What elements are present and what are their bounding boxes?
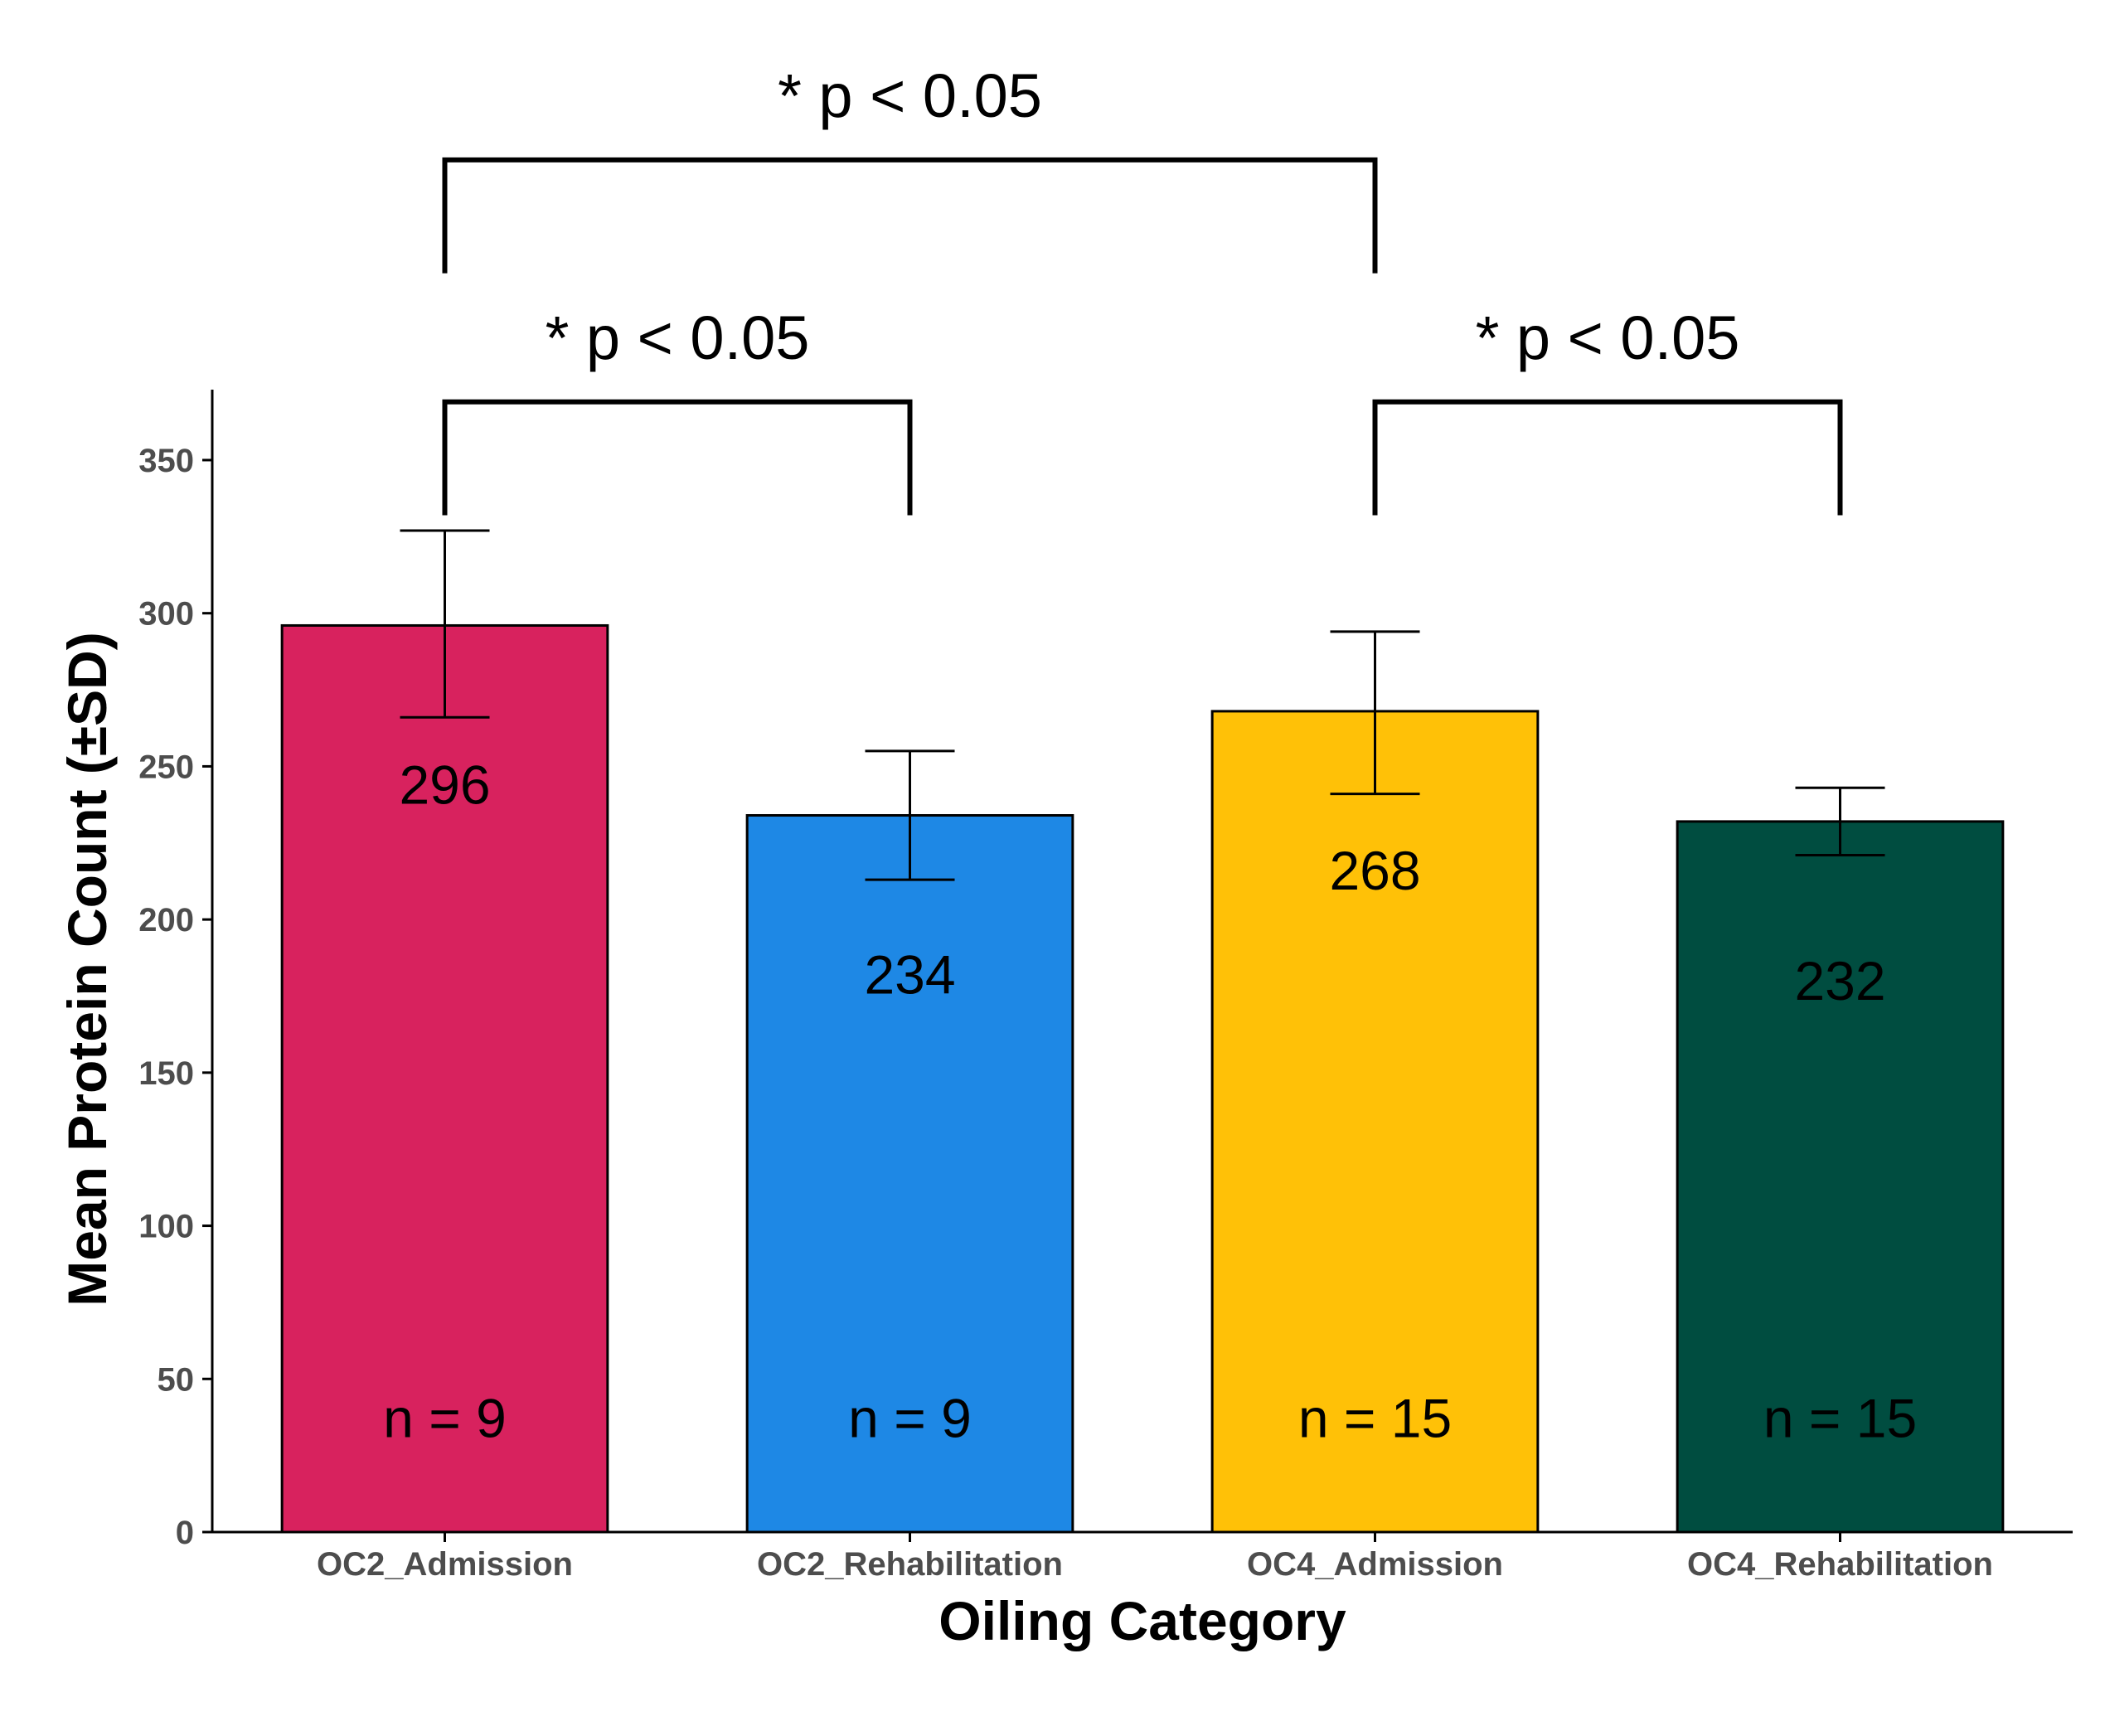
y-tick-label-2: 100: [138, 1209, 194, 1245]
value-label-2: 268: [1329, 840, 1420, 901]
x-ticks-group: OC2_Admission OC2_Rehabilitation OC4_Admis…: [317, 1532, 1993, 1583]
significance-label-0: * p < 0.05: [778, 61, 1042, 130]
y-tick-label-3: 150: [138, 1055, 194, 1092]
n-label-1: n = 9: [848, 1387, 972, 1448]
bar-1: [745, 814, 1074, 1534]
significance-label-2: * p < 0.05: [1476, 303, 1740, 372]
bars-group: 296 n = 9 234 n = 9 268 n = 15 232 n = 15: [280, 623, 2005, 1534]
y-axis-title: Mean Protein Count (±SD): [56, 632, 118, 1307]
significance-bracket-1: [442, 399, 913, 516]
x-axis-title: Oiling Category: [939, 1590, 1346, 1651]
value-label-1: 234: [864, 944, 955, 1006]
significance-label-1: * p < 0.05: [546, 303, 810, 372]
x-tick-label-0: OC2_Admission: [317, 1546, 573, 1583]
y-tick-label-4: 200: [138, 902, 194, 938]
n-label-2: n = 15: [1298, 1387, 1452, 1448]
y-tick-label-6: 300: [138, 596, 194, 633]
axes-group: [211, 390, 2073, 1534]
n-label-0: n = 9: [383, 1387, 507, 1448]
y-ticks-group: 0 50 100 150 200 250 300 350: [138, 443, 212, 1551]
y-tick-label-7: 350: [138, 443, 194, 479]
significance-bracket-2: [1372, 399, 1843, 516]
significance-group: * p < 0.05 * p < 0.05 * p < 0.05: [442, 61, 1843, 516]
y-tick-label-5: 250: [138, 749, 194, 785]
x-tick-label-1: OC2_Rehabilitation: [757, 1546, 1063, 1583]
value-label-3: 232: [1794, 950, 1885, 1011]
value-label-0: 296: [399, 754, 490, 815]
bar-0: [280, 623, 609, 1534]
y-tick-label-0: 0: [176, 1515, 194, 1551]
y-tick-label-1: 50: [158, 1361, 195, 1398]
x-tick-label-2: OC4_Admission: [1247, 1546, 1503, 1583]
x-tick-label-3: OC4_Rehabilitation: [1687, 1546, 1993, 1583]
significance-bracket-0: [442, 157, 1378, 274]
error-bars-group: [400, 529, 1885, 881]
n-label-3: n = 15: [1763, 1387, 1917, 1448]
bar-3: [1676, 820, 2005, 1534]
